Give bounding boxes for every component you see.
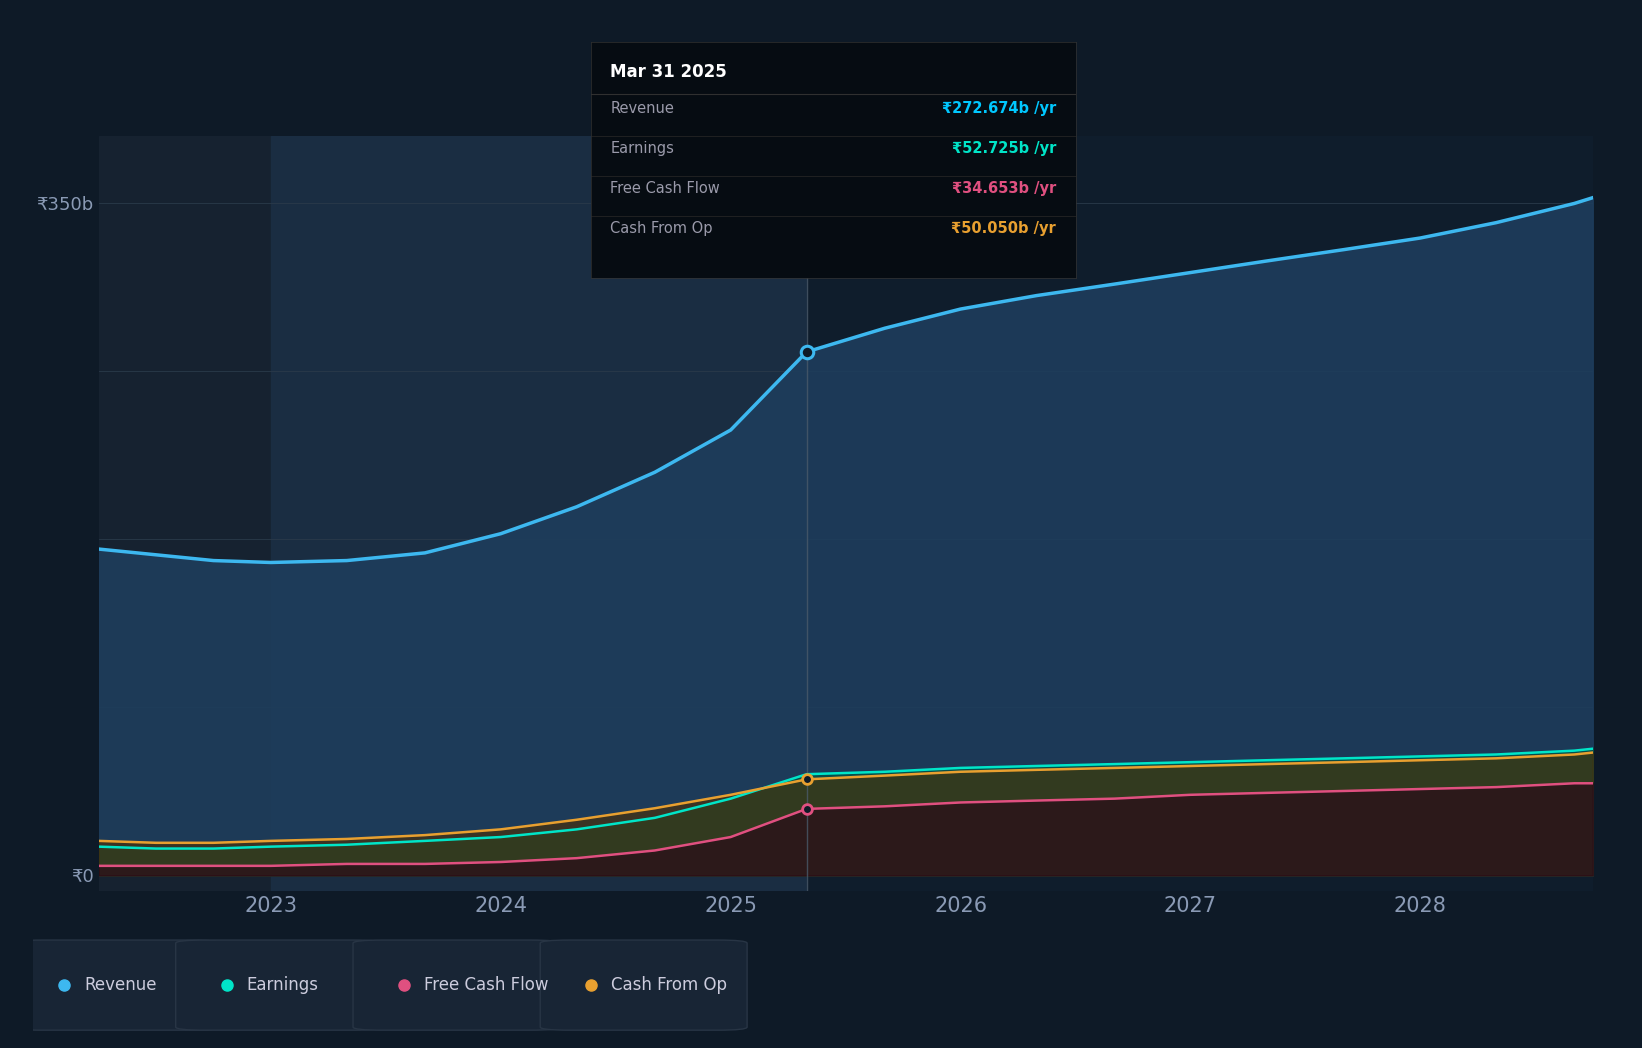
Bar <box>99 136 271 891</box>
Text: Earnings: Earnings <box>611 141 675 156</box>
Text: Earnings: Earnings <box>246 976 319 995</box>
Text: ₹34.653b /yr: ₹34.653b /yr <box>952 181 1056 196</box>
Text: Cash From Op: Cash From Op <box>611 221 713 236</box>
Text: ₹50.050b /yr: ₹50.050b /yr <box>951 221 1056 236</box>
Text: Free Cash Flow: Free Cash Flow <box>611 181 721 196</box>
Bar <box>806 136 1593 891</box>
Text: ₹52.725b /yr: ₹52.725b /yr <box>952 141 1056 156</box>
Text: ₹272.674b /yr: ₹272.674b /yr <box>943 101 1056 116</box>
Text: Cash From Op: Cash From Op <box>611 976 727 995</box>
FancyBboxPatch shape <box>353 940 560 1030</box>
Text: Analysts Forecasts: Analysts Forecasts <box>818 172 985 190</box>
FancyBboxPatch shape <box>540 940 747 1030</box>
Text: Revenue: Revenue <box>611 101 675 116</box>
FancyBboxPatch shape <box>13 940 220 1030</box>
Text: Revenue: Revenue <box>84 976 156 995</box>
FancyBboxPatch shape <box>176 940 383 1030</box>
Bar <box>271 136 806 891</box>
Text: Past: Past <box>757 172 795 190</box>
Text: Free Cash Flow: Free Cash Flow <box>424 976 548 995</box>
Text: Mar 31 2025: Mar 31 2025 <box>611 63 727 81</box>
